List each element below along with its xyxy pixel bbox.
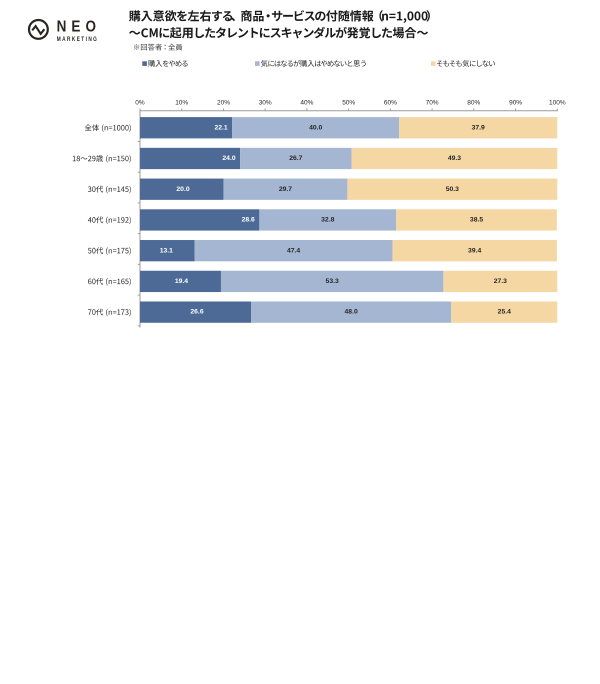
- svg-text:38.5: 38.5: [470, 217, 483, 224]
- svg-text:28.6: 28.6: [242, 217, 255, 224]
- svg-text:50%: 50%: [342, 99, 355, 106]
- svg-text:70%: 70%: [426, 99, 439, 106]
- svg-text:0%: 0%: [135, 99, 145, 106]
- svg-text:30%: 30%: [259, 99, 272, 106]
- svg-text:13.1: 13.1: [160, 247, 173, 254]
- svg-text:19.4: 19.4: [175, 278, 188, 285]
- svg-text:NEO: NEO: [57, 19, 102, 36]
- svg-text:27.3: 27.3: [494, 278, 507, 285]
- svg-text:22.1: 22.1: [214, 124, 227, 131]
- svg-text:26.6: 26.6: [190, 309, 203, 316]
- svg-text:37.9: 37.9: [472, 124, 485, 131]
- svg-text:60%: 60%: [384, 99, 397, 106]
- svg-text:MARKETING: MARKETING: [57, 36, 99, 43]
- svg-text:29.7: 29.7: [279, 186, 292, 193]
- svg-text:40%: 40%: [300, 99, 313, 106]
- svg-text:39.4: 39.4: [468, 247, 481, 254]
- svg-text:80%: 80%: [467, 99, 480, 106]
- svg-text:24.0: 24.0: [222, 155, 235, 162]
- svg-text:10%: 10%: [175, 99, 188, 106]
- svg-text:53.3: 53.3: [326, 278, 339, 285]
- svg-text:50.3: 50.3: [446, 186, 459, 193]
- svg-text:48.0: 48.0: [345, 309, 358, 316]
- svg-text:32.8: 32.8: [321, 217, 334, 224]
- svg-text:20.0: 20.0: [176, 186, 189, 193]
- svg-text:40.0: 40.0: [309, 124, 322, 131]
- svg-text:26.7: 26.7: [289, 155, 302, 162]
- svg-text:47.4: 47.4: [287, 247, 300, 254]
- svg-text:20%: 20%: [217, 99, 230, 106]
- svg-text:100%: 100%: [549, 99, 566, 106]
- svg-text:90%: 90%: [509, 99, 522, 106]
- svg-text:49.3: 49.3: [448, 155, 461, 162]
- svg-text:25.4: 25.4: [498, 309, 511, 316]
